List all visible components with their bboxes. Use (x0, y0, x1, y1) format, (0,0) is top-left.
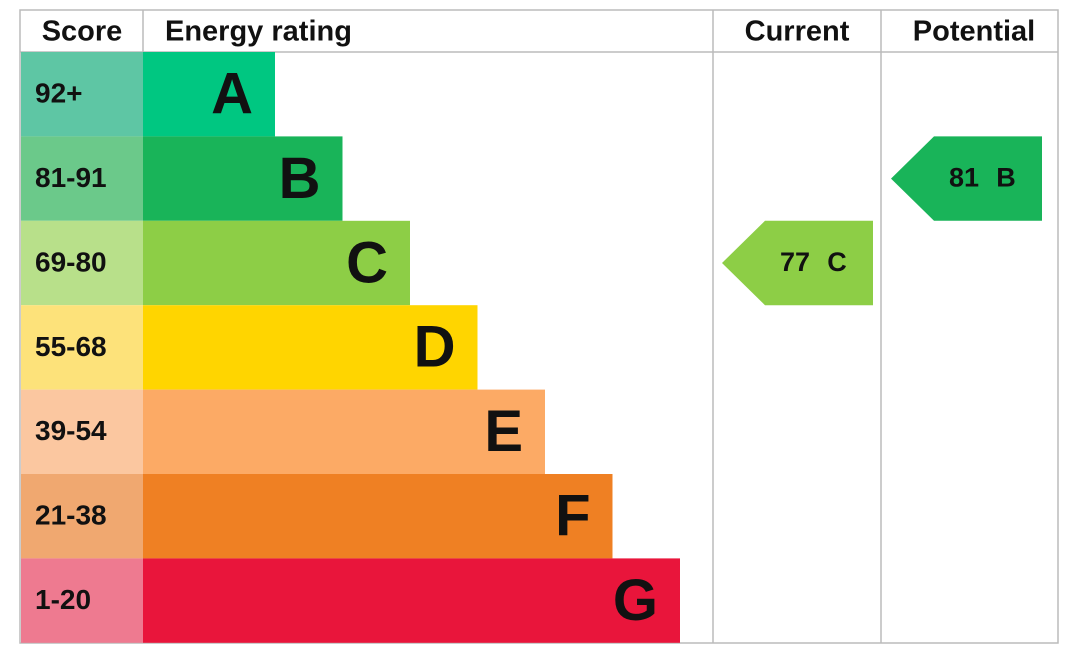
rating-bar (143, 220, 410, 306)
rating-letter: A (211, 62, 253, 127)
rating-bar (143, 558, 680, 643)
rating-letter: E (484, 399, 523, 464)
score-range: 1-20 (35, 584, 91, 615)
rating-letter: C (827, 247, 847, 277)
header-score: Score (42, 16, 123, 48)
rating-letter: C (346, 230, 388, 295)
score-range: 81-91 (35, 162, 107, 193)
score-cell (21, 136, 143, 221)
rating-arrow (722, 220, 873, 306)
rating-bar (143, 305, 478, 390)
score-range: 92+ (35, 78, 83, 109)
score-range: 69-80 (35, 246, 107, 277)
rating-value: 77 (780, 247, 810, 277)
header-current: Current (745, 16, 850, 48)
rating-letter: B (996, 163, 1016, 193)
rating-letter: G (613, 568, 658, 633)
table-border (19, 9, 1059, 644)
rating-value: 81 (949, 163, 979, 193)
score-range: 21-38 (35, 500, 107, 531)
rating-letter: B (279, 146, 321, 211)
score-cell (21, 220, 143, 306)
score-cell (21, 558, 143, 643)
rating-bar (143, 474, 613, 559)
rating-bar (143, 52, 275, 137)
rating-arrow (891, 136, 1042, 221)
score-range: 39-54 (35, 415, 107, 446)
rating-bar (143, 389, 545, 474)
score-cell (21, 305, 143, 390)
header-potential: Potential (913, 16, 1035, 48)
score-cell (21, 474, 143, 559)
rating-bar (143, 136, 343, 221)
rating-letter: D (414, 315, 456, 380)
rating-letter: F (555, 484, 590, 549)
header-rating: Energy rating (165, 16, 352, 48)
score-range: 55-68 (35, 331, 107, 362)
score-cell (21, 52, 143, 137)
score-cell (21, 389, 143, 474)
